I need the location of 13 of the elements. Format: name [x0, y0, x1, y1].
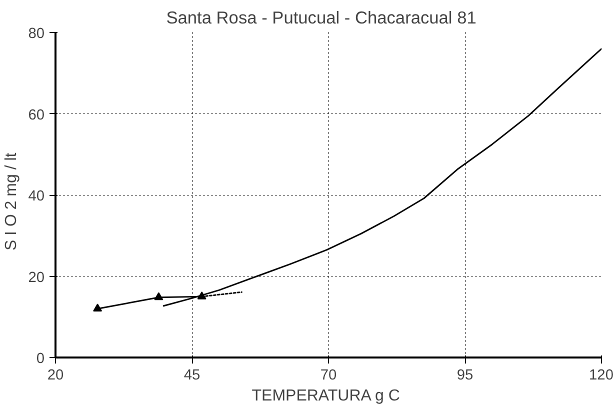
- y-tick-label: 60: [28, 107, 45, 124]
- x-axis-title: TEMPERATURA g C: [252, 388, 400, 404]
- y-tick-label: 20: [28, 270, 45, 286]
- x-tick-label: 120: [589, 368, 613, 384]
- x-tick-label: 70: [320, 368, 337, 384]
- y-tick-label: 40: [28, 188, 45, 204]
- chart-title: Santa Rosa - Putucual - Chacaracual 81: [166, 8, 476, 28]
- y-tick-label: 80: [28, 26, 45, 42]
- y-tick-label: 0: [36, 351, 45, 367]
- y-axis-title: S I O 2 mg / lt: [3, 152, 20, 251]
- x-tick-label: 95: [456, 368, 474, 384]
- x-tick-label: 45: [184, 368, 200, 384]
- x-tick-label: 20: [47, 368, 64, 384]
